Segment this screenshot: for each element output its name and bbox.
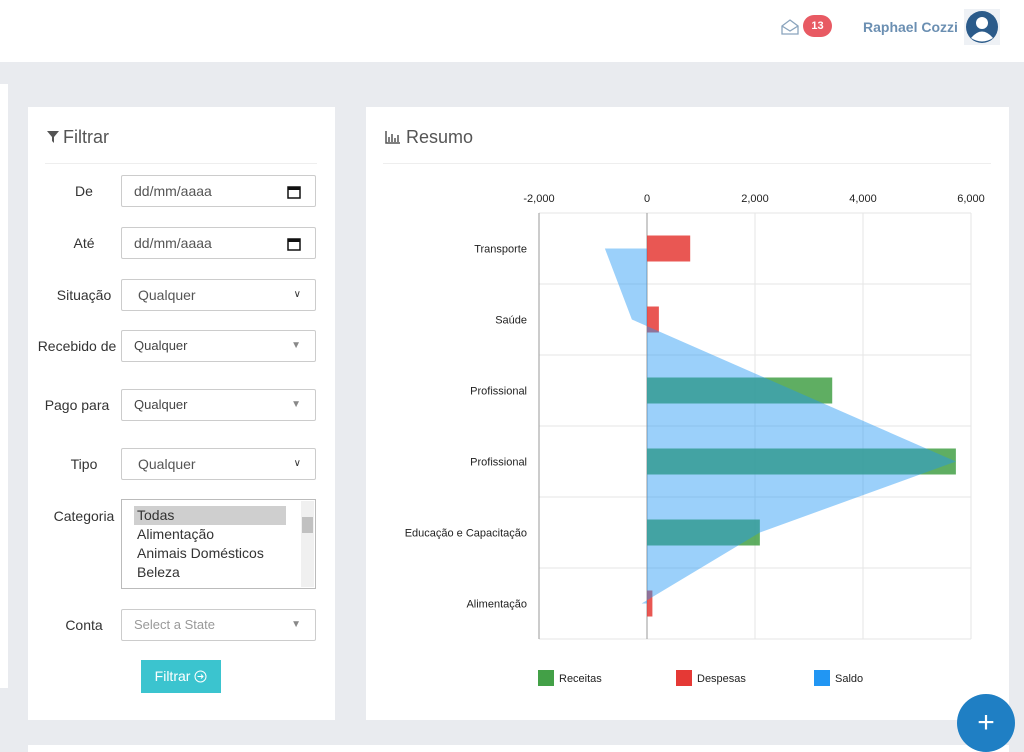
sel2-input[interactable]: Qualquer ▼ [121, 389, 316, 421]
input-value[interactable]: dd/mm/aaaa [134, 183, 212, 199]
y-tick-label: Educação e Capacitação [405, 528, 527, 540]
x-tick-label: 0 [644, 193, 650, 205]
input-icon: ▼ [291, 399, 301, 410]
bar [647, 235, 691, 262]
x-tick-label: 4,000 [849, 193, 877, 205]
filter-button[interactable]: Filtrar [141, 660, 221, 693]
input-value[interactable]: dd/mm/aaaa [134, 235, 212, 251]
input-value[interactable]: Qualquer [134, 338, 188, 353]
field-label: Pago para [44, 397, 110, 413]
chart: -2,000 0 2,000 4,000 6,000 Transporte Saúde Pro… [405, 193, 985, 686]
field-label: Conta [65, 617, 103, 633]
chart-card: Resumo -2,000 0 2,000 4,000 6,000 Transporte S… [366, 107, 1009, 720]
legend-label: Saldo [835, 673, 863, 685]
x-tick-label: 2,000 [741, 193, 769, 205]
top-bar: 13 Raphael Cozzi [0, 0, 1024, 62]
list-option[interactable]: Animais Domésticos [137, 545, 264, 561]
legend-label: Receitas [559, 673, 602, 685]
y-tick-label: Profissional [470, 457, 527, 469]
input-icon: ▼ [291, 340, 301, 351]
field-label: Categoria [53, 508, 115, 524]
input-value[interactable]: Qualquer [138, 287, 196, 303]
category-listbox[interactable]: Todas Alimentação Animais Domésticos Beleza [121, 499, 316, 589]
field-label: Até [73, 235, 95, 251]
divider [45, 163, 317, 164]
user-name[interactable]: Raphael Cozzi [863, 19, 958, 35]
x-tick-label: 6,000 [957, 193, 985, 205]
input-icon: ∨ [293, 289, 301, 300]
input-icon [287, 176, 301, 206]
legend-swatch [676, 670, 692, 686]
notification-badge[interactable]: 13 [803, 15, 832, 37]
mail-icon[interactable] [781, 19, 799, 35]
filter-icon [47, 131, 59, 143]
scrollbar [301, 501, 314, 587]
input-value[interactable]: Qualquer [134, 397, 188, 412]
list-option[interactable]: Beleza [137, 564, 180, 580]
sel2-input[interactable]: Qualquer ▼ [121, 330, 316, 362]
legend-swatch [814, 670, 830, 686]
y-tick-label: Profissional [470, 386, 527, 398]
field-label: Recebido de [37, 338, 117, 354]
date-input[interactable]: dd/mm/aaaa [121, 227, 316, 259]
bar [647, 519, 760, 546]
input-icon [287, 228, 301, 258]
list-option[interactable]: Todas [134, 506, 286, 525]
bar [647, 306, 659, 333]
scroll-thumb [302, 517, 313, 533]
input-icon: ∨ [293, 458, 301, 469]
select-input[interactable]: Qualquer ∨ [121, 448, 316, 480]
next-card [28, 745, 1009, 752]
sidebar-edge [0, 84, 8, 688]
chart-title: Resumo [406, 127, 474, 147]
field-label: Tipo [70, 456, 98, 472]
area [604, 248, 956, 604]
bar [647, 377, 833, 404]
bar [647, 448, 956, 475]
select-input[interactable]: Qualquer ∨ [121, 279, 316, 311]
y-tick-label: Transporte [474, 244, 527, 256]
input-icon: ▼ [291, 619, 301, 630]
arrow-icon [194, 670, 207, 683]
legend-label: Despesas [697, 673, 746, 685]
x-tick-label: -2,000 [523, 193, 554, 205]
bar [647, 590, 653, 617]
sel2-input[interactable]: Select a State ▼ [121, 609, 316, 641]
legend-swatch [538, 670, 554, 686]
field-label: De [75, 183, 93, 199]
divider [383, 163, 991, 164]
field-label: Situação [56, 287, 112, 303]
add-button[interactable]: + [957, 694, 1015, 752]
chart-icon [385, 131, 400, 144]
y-tick-label: Saúde [495, 315, 527, 327]
input-value[interactable]: Select a State [134, 617, 215, 632]
list-option[interactable]: Alimentação [137, 526, 215, 542]
date-input[interactable]: dd/mm/aaaa [121, 175, 316, 207]
y-tick-label: Alimentação [466, 599, 527, 611]
input-value[interactable]: Qualquer [138, 456, 196, 472]
avatar[interactable] [964, 9, 1000, 45]
card-title: Filtrar [63, 127, 109, 147]
